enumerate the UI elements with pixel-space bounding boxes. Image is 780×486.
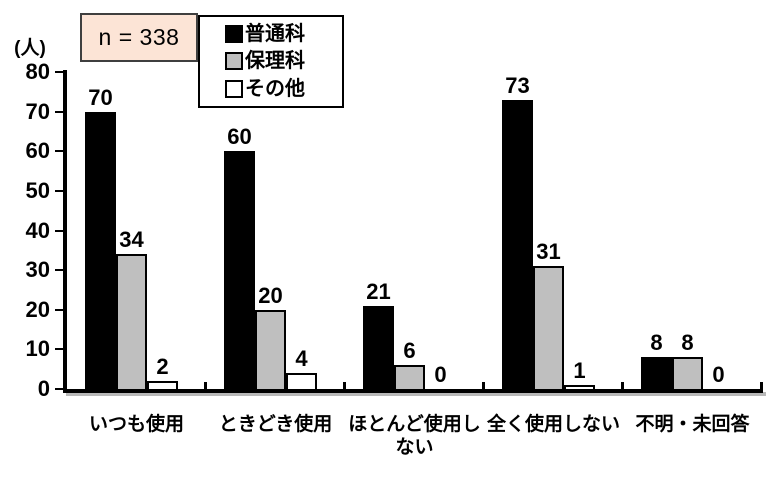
category-label: 不明・未回答 (635, 414, 750, 435)
legend: 普通科 保理科 その他 (198, 15, 344, 108)
bar-value-label: 8 (650, 330, 663, 356)
bar-保理科-0 (116, 254, 147, 391)
y-tick-mark (55, 388, 64, 390)
legend-swatch-icon (225, 80, 243, 99)
bar-value-label: 6 (403, 338, 416, 364)
legend-swatch-icon (225, 24, 243, 43)
y-tick-mark (55, 110, 64, 113)
y-axis-unit-label: (人) (14, 38, 46, 59)
sample-size-text: n = 338 (98, 24, 180, 50)
y-tick-mark (55, 229, 64, 232)
x-tick-mark (482, 382, 485, 389)
x-tick-mark (204, 382, 207, 389)
y-tick-label: 50 (25, 177, 50, 203)
bar-value-label: 8 (681, 330, 694, 356)
bar-value-label: 1 (573, 358, 586, 384)
y-tick-mark (55, 150, 64, 153)
bar-value-label: 60 (227, 124, 252, 150)
legend-item: 保理科 (225, 50, 342, 72)
bar-普通科-1 (224, 151, 255, 391)
bar-value-label: 0 (434, 362, 447, 387)
y-tick-mark (55, 269, 64, 272)
bar-普通科-4 (641, 357, 672, 391)
bar-value-label: 2 (156, 354, 169, 380)
y-tick-label: 0 (37, 376, 50, 401)
x-tick-mark (343, 382, 346, 389)
bar-value-label: 20 (258, 282, 283, 308)
bar-保理科-4 (672, 357, 703, 391)
y-tick-label: 70 (25, 98, 50, 124)
bar-value-label: 0 (712, 362, 725, 387)
y-tick-mark (55, 189, 64, 192)
bar-その他-1 (286, 373, 317, 391)
category-label: いつも使用 (88, 414, 184, 435)
bar-value-label: 31 (536, 239, 561, 265)
bar-value-label: 70 (88, 84, 113, 110)
legend-label: 保理科 (245, 50, 305, 73)
y-tick-mark (55, 348, 64, 351)
bar-保理科-2 (394, 365, 425, 391)
x-tick-mark (760, 382, 763, 389)
bar-その他-3 (564, 385, 595, 391)
sample-size-box: n = 338 (80, 13, 198, 62)
category-label: 全く使用しない (486, 414, 620, 435)
legend-item: 普通科 (225, 23, 342, 45)
bar-その他-0 (147, 381, 178, 391)
bar-普通科-3 (502, 99, 533, 391)
y-tick-label: 20 (25, 296, 50, 322)
category-label: ときどき使用 (218, 414, 333, 435)
legend-label: その他 (245, 78, 305, 101)
bar-普通科-0 (85, 111, 116, 391)
y-tick-label: 40 (25, 217, 50, 243)
bar-value-label: 21 (366, 278, 391, 304)
x-axis-line (63, 389, 763, 393)
y-tick-label: 60 (25, 138, 50, 164)
x-tick-mark (621, 382, 624, 389)
y-tick-label: 10 (25, 336, 50, 362)
bar-保理科-1 (255, 309, 286, 391)
bar-保理科-3 (533, 266, 564, 391)
y-tick-label: 30 (25, 257, 50, 283)
legend-swatch-icon (225, 52, 243, 71)
bar-普通科-2 (363, 305, 394, 391)
category-label: ほとんど使用し ない (348, 414, 481, 458)
bar-value-label: 73 (505, 72, 530, 98)
legend-item: その他 (225, 78, 342, 100)
y-tick-mark (55, 308, 64, 311)
y-tick-label: 80 (25, 59, 50, 84)
bar-value-label: 4 (295, 346, 308, 372)
bar-value-label: 34 (119, 227, 144, 253)
legend-label: 普通科 (245, 22, 305, 45)
y-axis-line (63, 70, 67, 393)
y-tick-mark (55, 71, 64, 73)
